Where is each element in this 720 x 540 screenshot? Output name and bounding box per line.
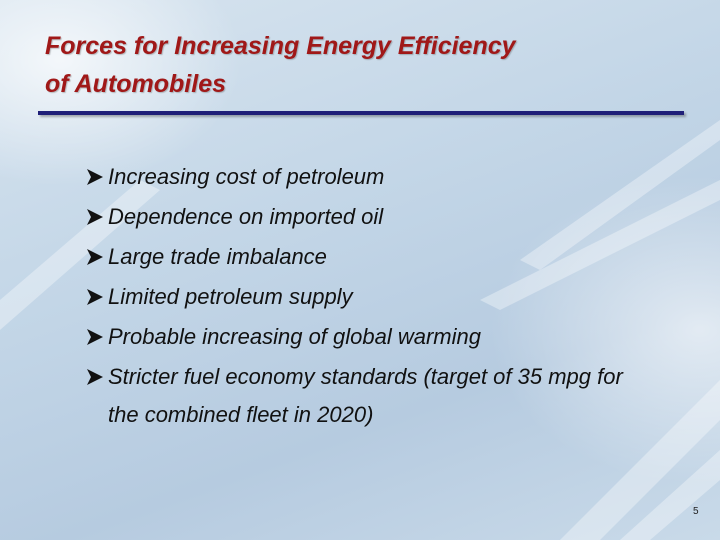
bullet-text: Increasing cost of petroleum [108, 164, 385, 189]
bullet-arrow [87, 289, 103, 305]
arrow-shape [87, 249, 103, 265]
arrow-shape [87, 289, 103, 305]
bullet: Limited petroleum supply [86, 278, 646, 316]
bullet-text: Large trade imbalance [108, 244, 327, 269]
bullet: Probable increasing of global warming [86, 318, 646, 356]
arrow-shape [87, 209, 103, 225]
bullet: Large trade imbalance [86, 238, 646, 276]
bullet: Dependence on imported oil [86, 198, 646, 236]
arrow-shape [87, 329, 103, 345]
title-line: of Automobiles [45, 70, 227, 98]
title-rule [38, 111, 684, 115]
bullet-arrow [87, 169, 103, 185]
bullet: Stricter fuel economy standards (target … [86, 358, 646, 434]
bullet-arrow [87, 329, 103, 345]
arrow-shape [87, 369, 103, 385]
arrow-shape [87, 169, 103, 185]
bullet-arrow [87, 369, 103, 385]
bullet-text: Stricter fuel economy standards (target … [108, 364, 623, 427]
bullet-arrow [87, 209, 103, 225]
bullet-text: Probable increasing of global warming [108, 324, 481, 349]
bullet-text: Dependence on imported oil [108, 204, 384, 229]
title-line: Forces for Increasing Energy Efficiency [45, 32, 516, 60]
bullet: Increasing cost of petroleum [86, 158, 646, 196]
page-number: 5 [693, 506, 699, 517]
bullet-arrow [87, 249, 103, 265]
bullet-text: Limited petroleum supply [108, 284, 353, 309]
